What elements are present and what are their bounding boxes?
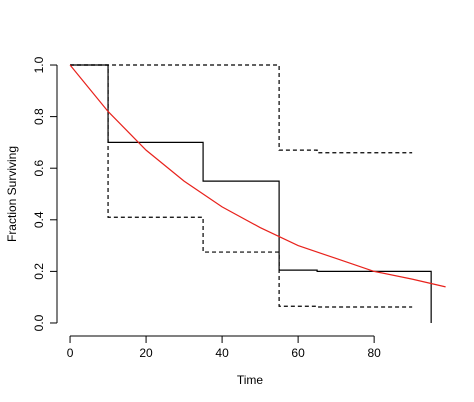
y-tick-label: 1.0 bbox=[32, 56, 46, 73]
x-axis-label: Time bbox=[237, 373, 264, 387]
fitted-curve bbox=[69, 64, 446, 288]
y-tick-label: 0.4 bbox=[32, 211, 46, 228]
y-axis-label: Fraction Surviving bbox=[5, 146, 19, 242]
y-tick-label: 0.0 bbox=[32, 314, 46, 331]
x-tick-label: 20 bbox=[139, 346, 153, 360]
y-tick-label: 0.6 bbox=[32, 160, 46, 177]
survival-step bbox=[70, 64, 432, 323]
x-tick-label: 40 bbox=[215, 346, 229, 360]
survival-step bbox=[70, 64, 413, 308]
y-tick-label: 0.2 bbox=[32, 263, 46, 280]
x-tick-label: 0 bbox=[67, 346, 74, 360]
x-tick-label: 80 bbox=[367, 346, 381, 360]
survival-step bbox=[70, 64, 413, 154]
y-tick-label: 0.8 bbox=[32, 108, 46, 125]
x-tick-label: 60 bbox=[291, 346, 305, 360]
